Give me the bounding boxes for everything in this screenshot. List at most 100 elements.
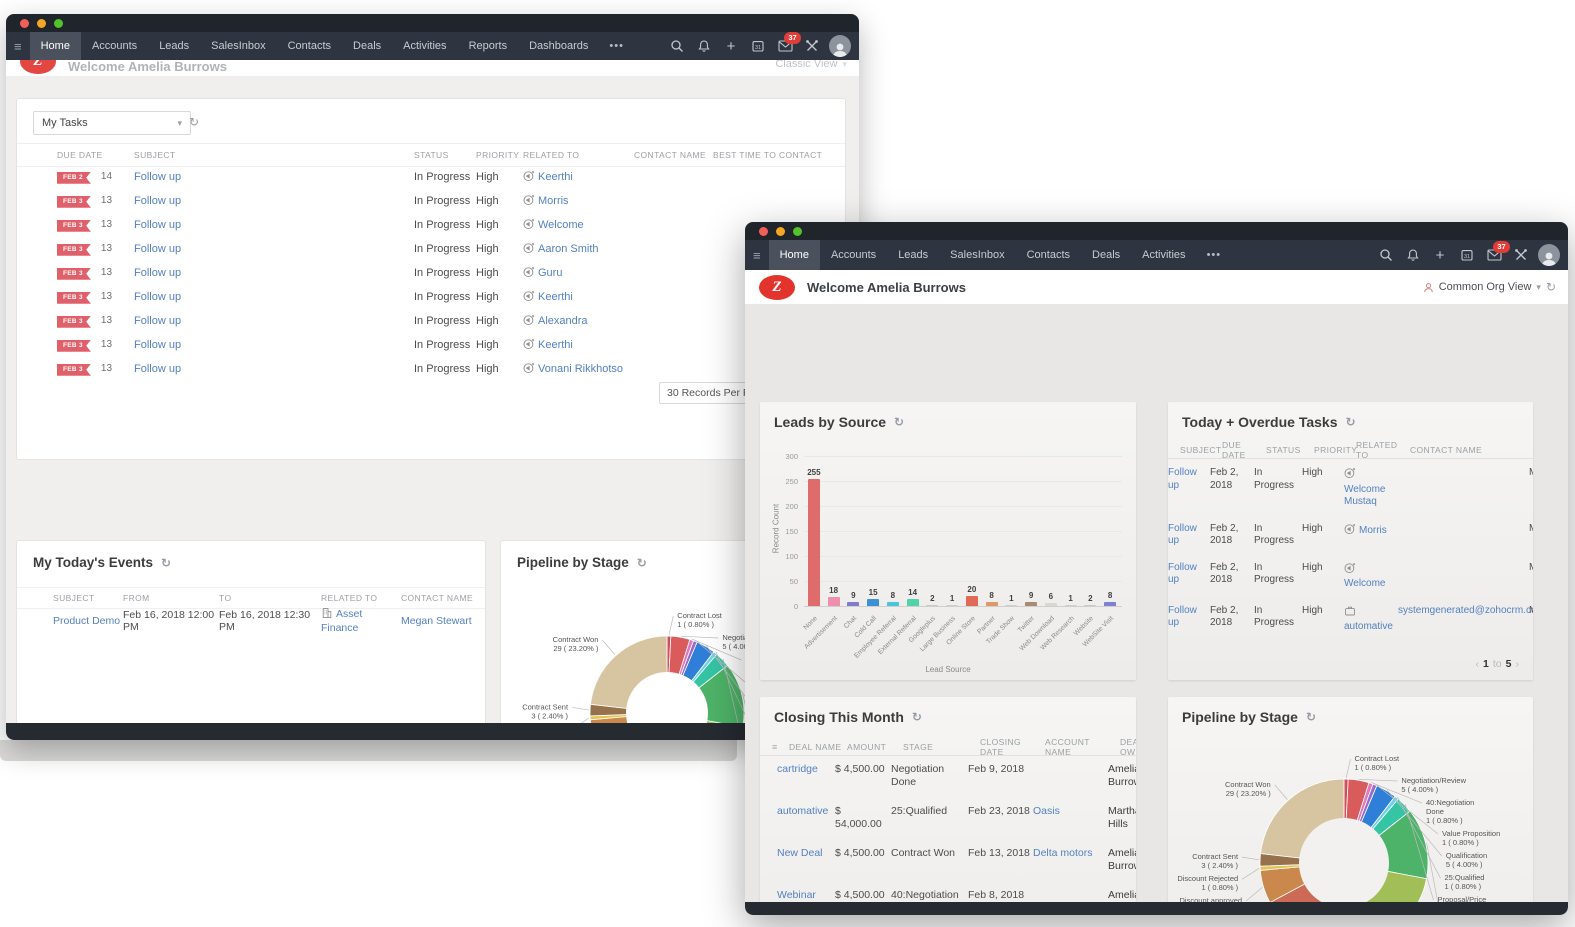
nav-item[interactable]: Accounts bbox=[830, 249, 877, 261]
deal-name-link[interactable]: New Deal bbox=[777, 847, 823, 859]
contact-name-link[interactable]: systemgenerated@zohocrm.com bbox=[1398, 604, 1533, 616]
nav-item[interactable]: Leads bbox=[898, 249, 929, 261]
view-picker[interactable]: Common Org View ▾ ↻ bbox=[1423, 280, 1556, 294]
account-name-link[interactable]: Oasis bbox=[1033, 805, 1060, 817]
related-to-link[interactable]: Keerthi bbox=[538, 338, 573, 351]
task-subject-link[interactable]: Follow up bbox=[134, 291, 182, 303]
account-name-link[interactable]: Delta motors bbox=[1033, 847, 1093, 859]
deal-name-link[interactable]: automative bbox=[777, 805, 829, 817]
hamburger-menu-icon[interactable]: ≡ bbox=[14, 38, 22, 54]
nav-item[interactable]: Home bbox=[768, 240, 820, 270]
nav-item[interactable]: Activities bbox=[1142, 249, 1186, 261]
related-to-link[interactable]: Asset Finance bbox=[321, 608, 363, 634]
related-to-link[interactable]: Aaron Smith bbox=[538, 242, 599, 255]
zoom-window-button[interactable] bbox=[793, 226, 802, 236]
nav-item[interactable]: Reports bbox=[468, 40, 508, 52]
refresh-icon[interactable]: ↻ bbox=[1345, 415, 1356, 429]
related-to-link[interactable]: Guru bbox=[538, 266, 563, 279]
related-to-link[interactable]: automative bbox=[1344, 621, 1393, 632]
create-plus-icon[interactable]: + bbox=[1435, 246, 1445, 264]
nav-item[interactable]: Accounts bbox=[91, 40, 138, 52]
nav-more-icon[interactable]: ••• bbox=[1206, 249, 1222, 261]
task-subject-link[interactable]: Follow up bbox=[134, 363, 182, 375]
deal-name-link[interactable]: Webinar bbox=[777, 889, 816, 901]
task-subject-link[interactable]: Follow up bbox=[134, 339, 182, 351]
minimize-window-button[interactable] bbox=[776, 226, 785, 236]
related-to-link[interactable]: Morris bbox=[1359, 524, 1387, 536]
notifications-bell-icon[interactable] bbox=[1403, 245, 1423, 265]
deal-name-link[interactable]: cartridge bbox=[777, 763, 818, 775]
task-subject-link[interactable]: Follow up bbox=[1168, 467, 1197, 491]
refresh-icon[interactable]: ↻ bbox=[1305, 710, 1316, 724]
task-subject-link[interactable]: Follow up bbox=[1168, 522, 1197, 547]
due-date-badge: FEB 3 bbox=[57, 243, 91, 256]
user-avatar[interactable] bbox=[829, 35, 851, 57]
user-avatar[interactable] bbox=[1538, 244, 1560, 266]
notifications-bell-icon[interactable] bbox=[694, 36, 714, 56]
refresh-icon[interactable]: ↻ bbox=[911, 710, 922, 724]
related-to-link[interactable]: Morris bbox=[538, 194, 569, 207]
nav-item[interactable]: Activities bbox=[403, 40, 447, 52]
deal-amount: $ 54,000.00 bbox=[835, 805, 882, 830]
nav-item[interactable]: Dashboards bbox=[529, 40, 589, 52]
nav-item[interactable]: SalesInbox bbox=[950, 249, 1005, 261]
task-status: In Progress bbox=[414, 315, 471, 327]
search-icon[interactable] bbox=[667, 36, 687, 56]
close-window-button[interactable] bbox=[20, 18, 29, 28]
nav-item[interactable]: Home bbox=[29, 32, 81, 60]
close-window-button[interactable] bbox=[759, 226, 768, 236]
related-to-link[interactable]: Alexandra bbox=[538, 314, 588, 327]
zoho-logo: Z bbox=[759, 274, 795, 300]
view-picker[interactable]: Classic View ▾ bbox=[775, 60, 847, 70]
nav-item[interactable]: Contacts bbox=[1026, 249, 1071, 261]
setup-tools-icon[interactable] bbox=[1511, 245, 1531, 265]
table-row: Follow up Feb 2, 2018 In Progress High a… bbox=[1168, 598, 1533, 641]
task-subject-link[interactable]: Follow up bbox=[134, 267, 182, 279]
event-subject-link[interactable]: Product Demo bbox=[53, 614, 121, 627]
nav-more-icon[interactable]: ••• bbox=[609, 40, 624, 52]
search-icon[interactable] bbox=[1376, 245, 1396, 265]
nav-item[interactable]: SalesInbox bbox=[211, 40, 266, 52]
pagination[interactable]: ‹ 1 to 5 › bbox=[1475, 658, 1519, 670]
task-subject-link[interactable]: Follow up bbox=[134, 195, 182, 207]
related-to-link[interactable]: Welcome Mustaq bbox=[1344, 483, 1386, 508]
related-to-link[interactable]: Keerthi bbox=[538, 290, 573, 303]
mail-icon[interactable]: 37 bbox=[775, 32, 801, 56]
setup-tools-icon[interactable] bbox=[802, 36, 822, 56]
nav-item[interactable]: Contacts bbox=[287, 40, 332, 52]
refresh-icon[interactable]: ↻ bbox=[894, 415, 905, 429]
records-per-page-select[interactable]: 30 Records Per Page ▾ bbox=[659, 382, 767, 404]
label-leader-line bbox=[1386, 789, 1443, 857]
y-tick-label: 250 bbox=[785, 477, 798, 486]
list-icon[interactable]: ≡ bbox=[772, 742, 778, 752]
task-subject-link[interactable]: Follow up bbox=[134, 219, 182, 231]
task-subject-link[interactable]: Follow up bbox=[134, 171, 182, 183]
nav-item[interactable]: Deals bbox=[353, 40, 382, 52]
task-view-select[interactable]: My Tasks ▾ bbox=[33, 111, 191, 135]
refresh-icon[interactable]: ↻ bbox=[1545, 280, 1556, 294]
task-subject-link[interactable]: Follow up bbox=[134, 315, 182, 327]
refresh-icon[interactable]: ↻ bbox=[161, 555, 172, 570]
calendar-icon[interactable]: 31 bbox=[748, 36, 768, 56]
related-to-link[interactable]: Vonani Rikkhotso bbox=[538, 362, 623, 375]
task-subject-link[interactable]: Follow up bbox=[1168, 604, 1197, 629]
calendar-icon[interactable]: 31 bbox=[1457, 245, 1477, 265]
minimize-window-button[interactable] bbox=[37, 18, 46, 28]
nav-item[interactable]: Leads bbox=[159, 40, 190, 52]
task-priority: High bbox=[476, 363, 499, 375]
related-to-link[interactable]: Keerthi bbox=[538, 170, 573, 183]
contact-name-link[interactable]: Megan Stewart bbox=[401, 614, 472, 627]
zoom-window-button[interactable] bbox=[54, 18, 63, 28]
task-status: In Progress bbox=[1254, 522, 1295, 547]
hamburger-menu-icon[interactable]: ≡ bbox=[753, 247, 761, 263]
task-subject-link[interactable]: Follow up bbox=[134, 243, 182, 255]
nav-item[interactable]: Deals bbox=[1092, 249, 1121, 261]
related-to-link[interactable]: Welcome bbox=[1344, 578, 1386, 589]
related-to-link[interactable]: Welcome bbox=[538, 218, 584, 231]
refresh-icon[interactable]: ↻ bbox=[636, 555, 647, 570]
refresh-icon[interactable]: ↻ bbox=[189, 115, 200, 129]
task-subject-link[interactable]: Follow up bbox=[1168, 561, 1197, 586]
clipped-activity-cell: M bbox=[1529, 523, 1533, 536]
create-plus-icon[interactable]: + bbox=[726, 37, 736, 55]
mail-icon[interactable]: 37 bbox=[1484, 241, 1510, 265]
